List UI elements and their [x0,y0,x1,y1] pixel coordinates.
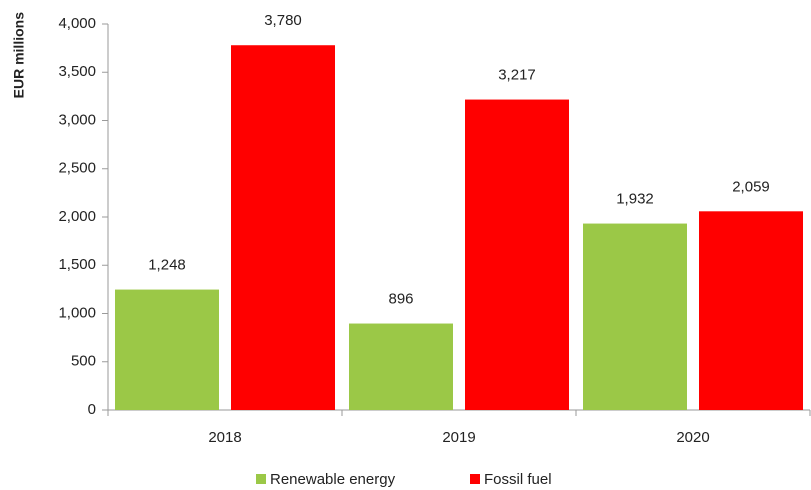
value-label: 1,248 [148,257,186,274]
y-tick-label: 4,000 [58,15,96,32]
bar [115,289,219,410]
x-tick-label: 2018 [208,429,241,446]
value-label: 1,932 [616,191,654,208]
y-tick-label: 2,000 [58,208,96,225]
y-tick-label: 2,500 [58,160,96,177]
x-tick-label: 2020 [676,429,709,446]
y-tick-label: 1,000 [58,304,96,321]
value-label: 3,217 [498,67,536,84]
y-tick-label: 0 [88,401,96,418]
value-label: 3,780 [264,12,302,29]
legend-label: Renewable energy [270,471,396,488]
bar [465,99,569,410]
bar [349,323,453,410]
bar [699,211,803,410]
bar [231,45,335,410]
legend-label: Fossil fuel [484,471,552,488]
value-label: 896 [388,291,413,308]
bar [583,223,687,410]
y-tick-label: 1,500 [58,256,96,273]
x-tick-label: 2019 [442,429,475,446]
y-tick-label: 500 [71,353,96,370]
legend-swatch [470,474,480,484]
y-tick-label: 3,000 [58,111,96,128]
y-axis-title: EUR millions [11,12,27,99]
y-tick-label: 3,500 [58,63,96,80]
value-label: 2,059 [732,178,770,195]
legend-swatch [256,474,266,484]
